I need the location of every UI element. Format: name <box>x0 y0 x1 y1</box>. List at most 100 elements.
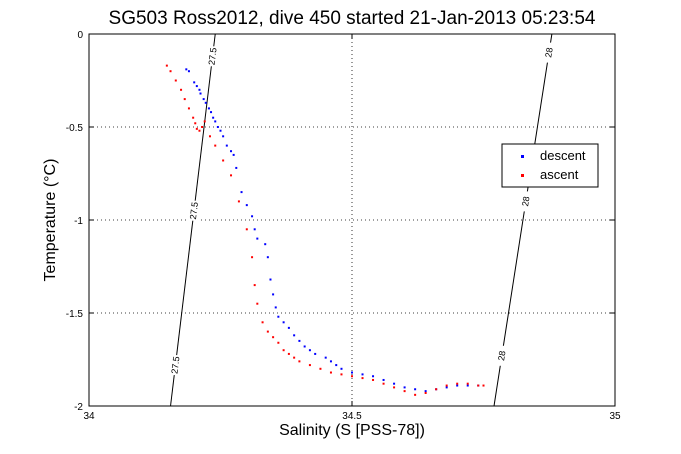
data-point-ascent <box>382 382 385 385</box>
data-point-ascent <box>194 122 197 125</box>
data-point-ascent <box>456 382 459 385</box>
isopycnal-label: 27.5 <box>188 201 200 220</box>
isopycnal-label: 27.5 <box>169 356 181 375</box>
data-point-descent <box>351 371 353 374</box>
data-point-ascent <box>245 228 248 231</box>
isopycnals: 27.5 27.5 27.5 28 28 28 <box>168 33 556 407</box>
data-point-ascent <box>266 330 269 333</box>
data-point-descent <box>303 345 306 348</box>
data-point-descent <box>219 129 222 132</box>
data-point-ascent <box>272 336 275 339</box>
isopycnal-label-bg <box>205 46 220 67</box>
data-point-ascent <box>282 349 285 352</box>
data-point-descent <box>308 349 311 352</box>
data-point-ascent <box>203 120 206 123</box>
legend: descent ascent <box>501 143 599 188</box>
data-point-descent <box>335 364 338 367</box>
data-point-descent <box>210 111 213 114</box>
data-point-descent <box>298 339 301 342</box>
data-point-ascent <box>183 98 186 101</box>
data-point-ascent <box>253 284 256 287</box>
data-point-descent <box>216 126 219 128</box>
data-point-ascent <box>261 321 264 324</box>
data-point-ascent <box>319 367 322 370</box>
legend-label-descent: descent <box>540 148 586 163</box>
data-point-ascent <box>372 378 375 381</box>
isopycnal-label-bg <box>494 345 509 366</box>
data-point-descent <box>187 70 190 73</box>
data-point-descent <box>202 98 205 101</box>
data-point-descent <box>272 293 275 296</box>
data-point-descent <box>232 153 235 156</box>
data-point-descent <box>361 373 364 376</box>
isopycnal-label: 28 <box>520 196 531 207</box>
data-point-descent <box>403 386 406 389</box>
data-point-ascent <box>414 393 417 396</box>
y-axis-label: Temperature (°C) <box>42 159 59 282</box>
data-point-descent <box>340 367 343 370</box>
isopycnal-label: 28 <box>543 47 554 58</box>
data-point-descent <box>195 85 198 88</box>
isopycnal-label: 27.5 <box>207 47 219 66</box>
data-point-descent <box>251 215 254 218</box>
data-point-descent <box>277 315 280 318</box>
data-point-descent <box>314 352 317 355</box>
y-tick-label: -1.5 <box>66 309 84 320</box>
data-point-ascent <box>466 382 469 385</box>
data-point-descent <box>256 237 259 240</box>
data-point-ascent <box>298 360 301 363</box>
data-point-descent <box>393 382 396 385</box>
data-point-ascent <box>445 384 448 387</box>
data-point-descent <box>207 107 210 110</box>
legend-label-ascent: ascent <box>540 167 579 182</box>
data-point-descent <box>287 326 290 329</box>
data-point-ascent <box>403 390 406 393</box>
legend-marker-ascent <box>521 174 524 177</box>
data-point-ascent <box>251 256 254 259</box>
data-point-descent <box>414 388 417 391</box>
data-point-descent <box>382 378 385 381</box>
data-point-descent <box>185 68 188 71</box>
data-point-descent <box>329 360 332 363</box>
data-point-ascent <box>230 174 233 177</box>
data-point-ascent <box>222 159 225 162</box>
data-point-ascent <box>165 64 168 67</box>
data-point-descent <box>214 120 217 123</box>
chart-title: SG503 Ross2012, dive 450 started 21-Jan-… <box>109 8 596 29</box>
legend-marker-dot <box>521 155 524 158</box>
data-point-ascent <box>477 384 480 387</box>
isopycnal-line <box>493 33 553 407</box>
data-point-descent <box>274 306 277 309</box>
data-point-descent <box>230 150 233 153</box>
x-tick-label: 34.5 <box>342 411 362 422</box>
legend-marker-dot <box>521 174 524 177</box>
x-tick-label: 34 <box>83 411 95 422</box>
data-point-descent <box>456 384 459 387</box>
x-tick-label: 35 <box>609 411 621 422</box>
data-point-ascent <box>308 364 311 367</box>
data-point-descent <box>212 116 215 119</box>
data-point-ascent <box>482 384 485 387</box>
data-point-descent <box>245 204 248 207</box>
data-point-descent <box>253 228 256 231</box>
data-point-ascent <box>287 352 290 355</box>
isopycnal-label-bg <box>541 42 556 63</box>
data-point-descent <box>225 144 228 147</box>
data-point-ascent <box>361 377 364 380</box>
y-tick-label: 0 <box>77 30 83 41</box>
y-tick-label: -2 <box>74 402 83 413</box>
data-point-ascent <box>329 371 332 374</box>
data-point-ascent <box>256 302 259 305</box>
grid <box>89 34 615 406</box>
data-point-ascent <box>187 107 190 110</box>
data-point-descent <box>282 321 285 324</box>
data-point-ascent <box>277 341 280 344</box>
data-point-ascent <box>192 116 195 119</box>
data-point-ascent <box>340 373 343 376</box>
data-point-ascent <box>195 127 198 130</box>
data-point-descent <box>324 356 327 359</box>
data-point-descent <box>266 256 269 259</box>
y-tick-label: -1 <box>74 216 83 227</box>
x-axis-label: Salinity (S [PSS-78]) <box>279 422 425 439</box>
